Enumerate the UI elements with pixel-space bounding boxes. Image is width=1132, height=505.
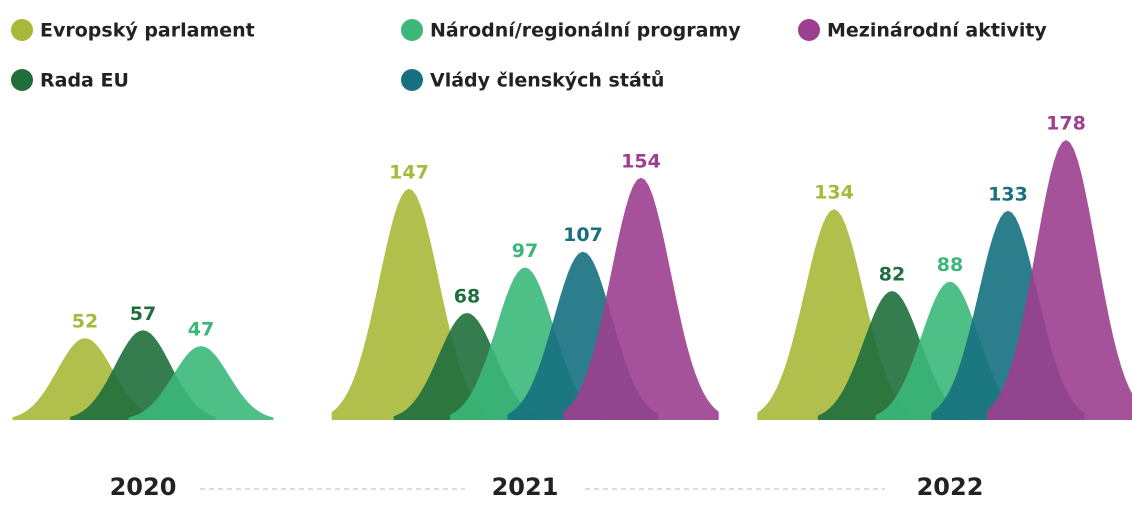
x-tick-label: 2022 — [917, 473, 984, 501]
value-label: 134 — [814, 182, 854, 204]
value-label: 57 — [130, 303, 156, 325]
value-label: 107 — [563, 224, 603, 246]
value-label: 133 — [988, 183, 1028, 205]
legend-label: Mezinárodní aktivity — [827, 20, 1047, 42]
x-tick-label: 2020 — [110, 473, 177, 501]
value-label: 68 — [454, 286, 480, 308]
value-label: 97 — [512, 240, 538, 262]
bell — [987, 140, 1132, 420]
legend-label: Evropský parlament — [40, 20, 255, 42]
value-label: 147 — [389, 161, 429, 183]
value-label: 52 — [72, 311, 98, 333]
value-label: 178 — [1046, 113, 1086, 135]
bell — [128, 346, 274, 420]
bell — [563, 177, 719, 420]
legend-swatch — [401, 69, 423, 91]
legend-swatch — [11, 19, 33, 41]
value-label: 88 — [937, 254, 963, 276]
legend-swatch — [11, 69, 33, 91]
value-label: 82 — [879, 264, 905, 286]
legend-swatch — [798, 19, 820, 41]
legend-swatch — [401, 19, 423, 41]
legend-label: Vlády členských států — [430, 69, 664, 92]
value-label: 154 — [621, 150, 661, 172]
legend-label: Národní/regionální programy — [430, 20, 741, 42]
x-tick-label: 2021 — [492, 473, 559, 501]
legend-label: Rada EU — [40, 70, 129, 92]
value-label: 47 — [188, 319, 214, 341]
